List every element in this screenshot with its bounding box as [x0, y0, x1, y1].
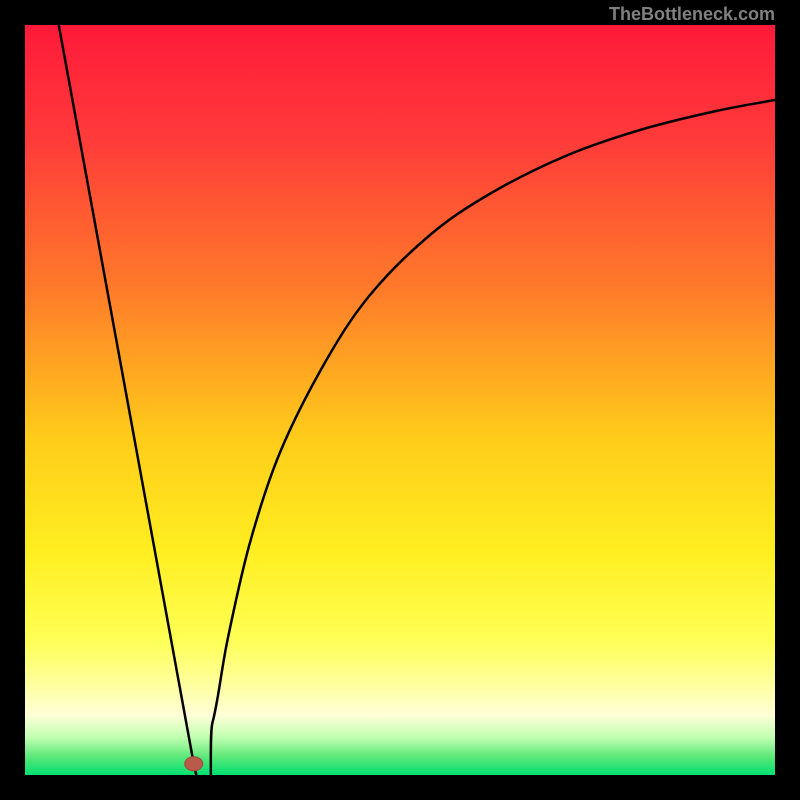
bottleneck-chart [25, 25, 775, 775]
optimal-point-marker [185, 757, 203, 771]
chart-background [25, 25, 775, 775]
watermark-text: TheBottleneck.com [609, 4, 775, 25]
